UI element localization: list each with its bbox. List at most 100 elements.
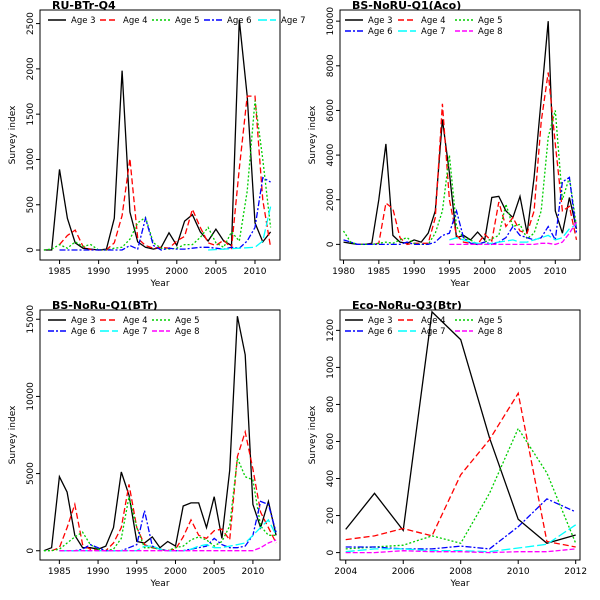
series-line-age-4 <box>59 95 272 251</box>
series-line-age-7 <box>208 206 272 251</box>
x-tick-label: 2005 <box>204 267 227 277</box>
chart-panel-4: Eco-NoRu-Q3(Btr) 2004 2006 2008 2010 2012 0 200… <box>308 299 587 589</box>
series-line-age-7 <box>345 524 577 553</box>
x-axis-label: Year <box>149 579 169 589</box>
legend-entry: Age 8 <box>175 327 200 337</box>
y-tick-label: 4000 <box>326 143 336 166</box>
x-tick-label: 1985 <box>48 267 71 277</box>
legend-entry: Age 7 <box>421 327 446 337</box>
y-tick-label: 200 <box>326 507 336 524</box>
chart-title: BS-NoRU-Q1(Aco) <box>352 0 461 12</box>
legend-entry: Age 4 <box>421 316 446 326</box>
x-tick-label: 2008 <box>449 567 472 577</box>
x-axis-label: Year <box>149 279 169 289</box>
y-tick-label: 5000 <box>26 462 36 485</box>
legend-entry: Age 3 <box>368 16 393 26</box>
series-line-age-3 <box>343 21 578 246</box>
x-tick-label: 1980 <box>332 267 355 277</box>
x-tick-label: 2010 <box>244 267 267 277</box>
y-axis-label: Survey index <box>308 105 318 164</box>
x-tick-label: 1995 <box>126 267 149 277</box>
legend-entry: Age 5 <box>175 16 200 26</box>
x-tick-label: 2004 <box>334 567 357 577</box>
series-line-age-6 <box>343 176 578 246</box>
chart-panel-1: RU-BTr-Q4 1985 1990 1995 2000 2005 2010 0 500 100… <box>8 0 306 289</box>
y-tick-label: 1000 <box>326 356 336 379</box>
plot-frame <box>339 309 581 561</box>
legend-entry: Age 8 <box>478 27 503 37</box>
legend-entry: Age 7 <box>421 27 446 37</box>
series-line-age-6 <box>345 498 576 550</box>
y-tick-label: 15000 <box>26 305 36 334</box>
x-tick-label: 1990 <box>403 267 426 277</box>
x-tick-label: 2012 <box>564 567 587 577</box>
y-tick-label: 2000 <box>326 188 336 211</box>
x-tick-label: 1995 <box>125 567 148 577</box>
series-line-age-8 <box>345 548 576 554</box>
x-tick-label: 2010 <box>241 567 264 577</box>
legend-entry: Age 3 <box>71 316 96 326</box>
legend-entry: Age 8 <box>478 327 503 337</box>
x-tick-label: 1985 <box>48 567 71 577</box>
legend-entry: Age 4 <box>123 316 148 326</box>
series-line-age-3 <box>43 316 277 552</box>
y-tick-label: 800 <box>326 396 336 413</box>
y-tick-label: 500 <box>26 196 36 213</box>
legend-entry: Age 5 <box>175 316 200 326</box>
series-line-age-3 <box>43 19 272 251</box>
series-line-age-4 <box>357 72 578 246</box>
series-line-age-5 <box>43 100 272 251</box>
chart-panel-3: BS-NoRu-Q1(BTr) 1985 1990 1995 2000 2005 2010 0… <box>8 299 281 589</box>
legend-entry: Age 6 <box>368 327 393 337</box>
series-line-age-8 <box>59 539 277 552</box>
y-tick-label: 8000 <box>326 54 336 77</box>
legend-entry: Age 3 <box>368 316 393 326</box>
y-tick-label: 0 <box>26 548 36 554</box>
y-tick-label: 600 <box>326 433 336 450</box>
chart-title: RU-BTr-Q4 <box>52 0 116 12</box>
x-tick-label: 1985 <box>367 267 390 277</box>
plot-frame <box>339 9 581 261</box>
y-tick-label: 10000 <box>26 382 36 411</box>
x-tick-label: 1995 <box>438 267 461 277</box>
legend-entry: Age 5 <box>478 316 503 326</box>
legend-entry: Age 6 <box>368 27 393 37</box>
x-tick-label: 2000 <box>473 267 496 277</box>
plot-frame <box>39 9 281 261</box>
x-tick-label: 2000 <box>164 567 187 577</box>
series-line-age-6 <box>59 176 271 251</box>
series-line-age-4 <box>345 391 576 548</box>
legend-entry: Age 3 <box>71 16 96 26</box>
series-line-age-3 <box>345 310 576 545</box>
y-axis-label: Survey index <box>308 405 318 464</box>
y-tick-label: 1200 <box>326 319 336 342</box>
x-tick-label: 2010 <box>544 267 567 277</box>
series-line-age-5 <box>342 110 578 246</box>
series-line-age-5 <box>345 427 577 550</box>
y-tick-label: 400 <box>326 470 336 487</box>
y-tick-label: 0 <box>326 241 336 247</box>
x-axis-label: Year <box>449 579 469 589</box>
y-tick-label: 0 <box>26 247 36 253</box>
chart-title: BS-NoRu-Q1(BTr) <box>52 299 158 312</box>
chart-title: Eco-NoRu-Q3(Btr) <box>352 299 462 312</box>
y-tick-label: 1000 <box>26 148 36 171</box>
x-axis-label: Year <box>449 279 469 289</box>
series-line-age-8 <box>449 221 578 246</box>
y-axis-label: Survey index <box>8 105 18 164</box>
legend-entry: Age 4 <box>123 16 148 26</box>
y-tick-label: 2000 <box>26 57 36 80</box>
y-axis-label: Survey index <box>8 405 18 464</box>
legend-entry: Age 7 <box>281 16 306 26</box>
x-tick-label: 1990 <box>87 567 110 577</box>
x-tick-label: 2006 <box>392 567 415 577</box>
x-tick-label: 1990 <box>87 267 110 277</box>
series-line-age-5 <box>43 455 277 552</box>
x-tick-label: 2010 <box>507 567 530 577</box>
chart-panel-2: BS-NoRU-Q1(Aco) 1980 1985 1990 1995 2000 2005 2… <box>308 0 581 289</box>
series-line-age-4 <box>51 429 277 552</box>
y-tick-label: 6000 <box>326 99 336 122</box>
y-tick-label: 10000 <box>326 7 336 36</box>
x-tick-label: 2000 <box>165 267 188 277</box>
